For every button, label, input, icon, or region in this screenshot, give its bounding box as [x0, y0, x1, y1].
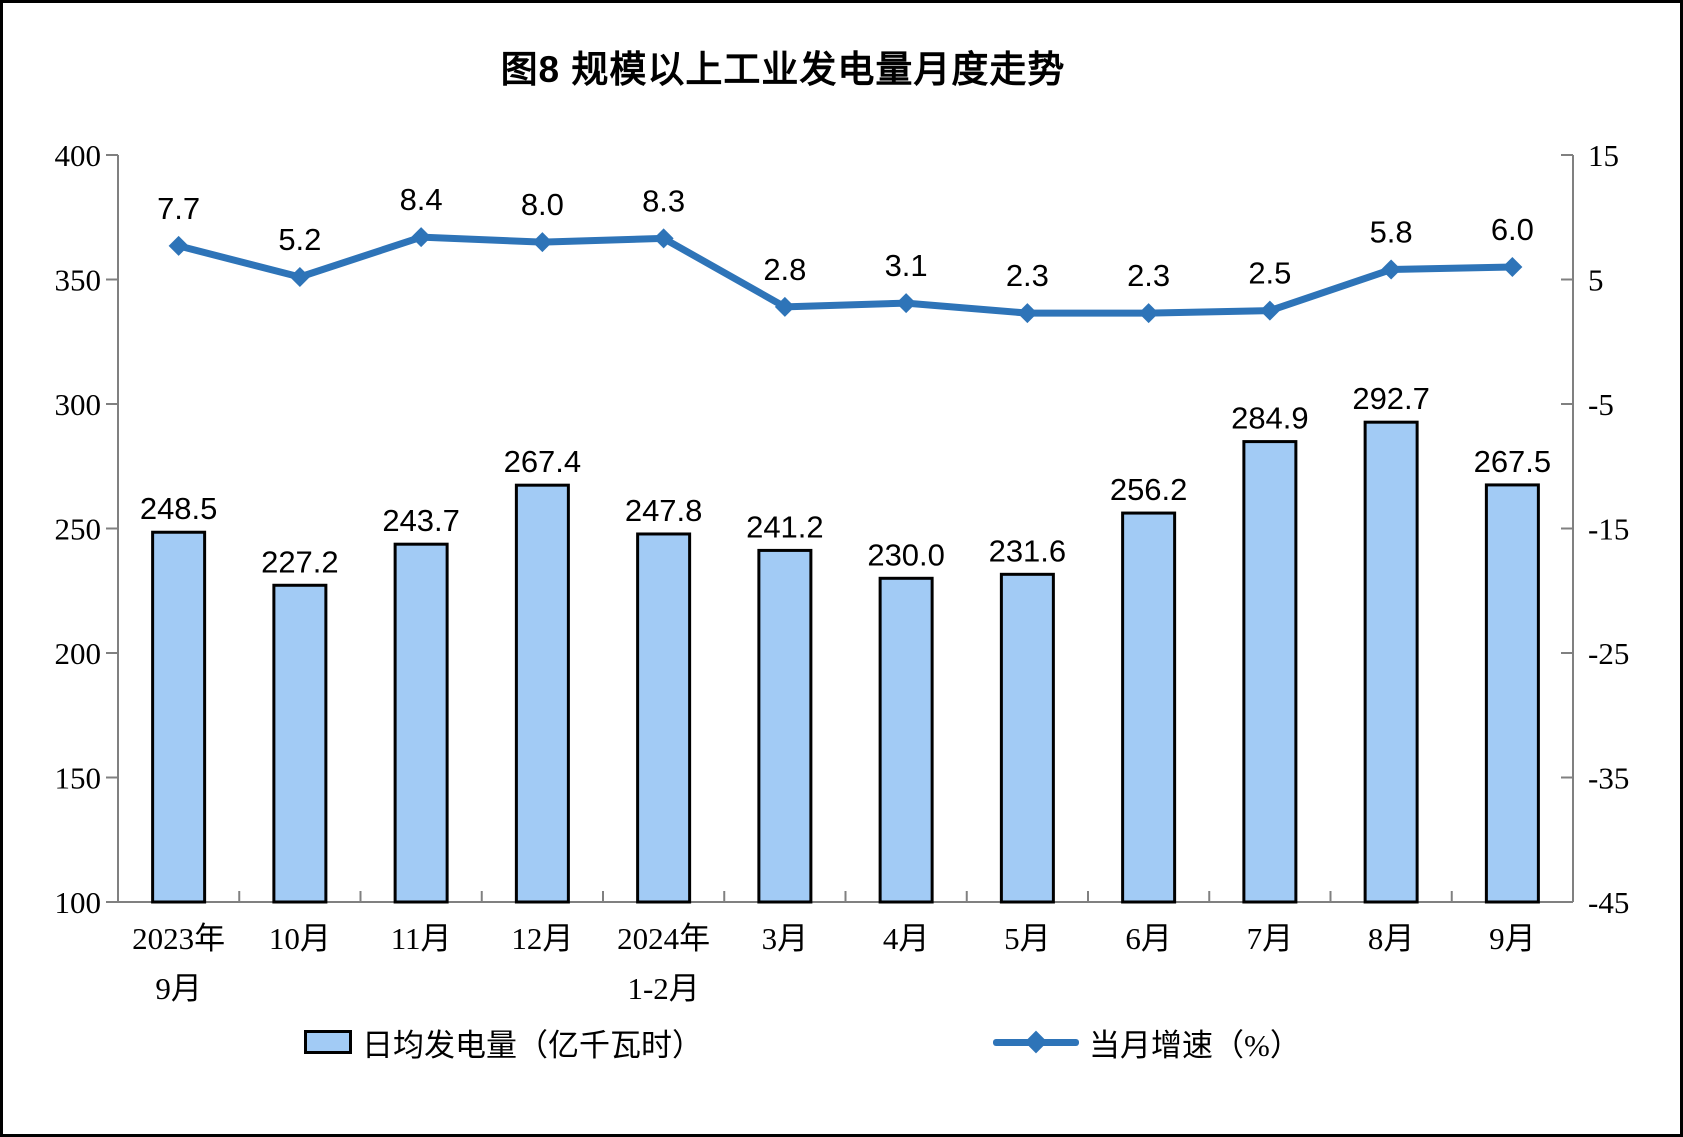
x-category-label: 11月: [391, 921, 452, 956]
bar-value-label: 230.0: [867, 537, 945, 572]
line-value-label: 2.3: [1127, 258, 1170, 293]
x-category-label: 1-2月: [627, 971, 699, 1006]
legend-label-line: 当月增速（%）: [1089, 1027, 1301, 1063]
line-marker-diamond-icon: [289, 267, 310, 288]
right-axis-tick-label: -45: [1588, 885, 1629, 920]
line-marker-diamond-icon: [532, 232, 553, 253]
line-marker-diamond-icon: [1259, 300, 1280, 321]
chart-legend: 日均发电量（亿千瓦时） 当月增速（%）: [3, 1015, 1680, 1069]
line-marker-diamond-icon: [774, 296, 795, 317]
legend-label-bar: 日均发电量（亿千瓦时）: [362, 1027, 703, 1063]
line-value-label: 2.5: [1248, 256, 1291, 291]
x-category-label: 8月: [1368, 921, 1415, 956]
x-category-label: 7月: [1247, 921, 1294, 956]
bar-value-label: 267.4: [504, 444, 582, 479]
line-marker-diamond-icon: [896, 293, 917, 314]
right-axis-tick-label: -15: [1588, 512, 1629, 547]
right-axis-tick-label: -35: [1588, 761, 1629, 796]
bar-value-label: 284.9: [1231, 401, 1309, 436]
line-marker-diamond-icon: [168, 235, 189, 256]
x-category-label: 10月: [269, 921, 331, 956]
bar: [636, 532, 692, 904]
bar-value-label: 256.2: [1110, 472, 1188, 507]
left-axis-tick-label: 350: [55, 263, 102, 298]
line-diamond-swatch-icon: [993, 1030, 1079, 1054]
line-marker-diamond-icon: [1138, 303, 1159, 324]
x-category-label: 9月: [155, 971, 202, 1006]
bar-value-label: 248.5: [140, 491, 218, 526]
line-value-label: 2.8: [763, 252, 806, 287]
bar: [272, 583, 328, 904]
bar-value-label: 231.6: [989, 533, 1067, 568]
left-axis-tick-label: 150: [55, 761, 102, 796]
left-axis-tick-label: 250: [55, 512, 102, 547]
line-marker-diamond-icon: [411, 227, 432, 248]
bar: [1242, 440, 1298, 904]
line-value-label: 7.7: [157, 191, 200, 226]
bar-value-label: 292.7: [1352, 381, 1430, 416]
left-axis-tick-label: 200: [55, 636, 102, 671]
chart-title: 图8 规模以上工业发电量月度走势: [500, 49, 1066, 90]
bar: [393, 542, 449, 904]
x-category-label: 4月: [883, 921, 930, 956]
x-category-label: 3月: [762, 921, 809, 956]
x-category-label: 9月: [1489, 921, 1536, 956]
line-marker-diamond-icon: [1017, 303, 1038, 324]
bar: [514, 483, 570, 904]
line-value-label: 5.8: [1370, 215, 1413, 250]
line-value-label: 5.2: [278, 222, 321, 257]
line-value-label: 3.1: [885, 248, 928, 283]
x-category-label: 2024年: [617, 921, 710, 956]
left-axis-tick-label: 300: [55, 387, 102, 422]
bar: [1121, 511, 1177, 904]
line-marker-diamond-icon: [653, 228, 674, 249]
bar: [151, 530, 207, 904]
legend-item-line-series: 当月增速（%）: [993, 1015, 1301, 1069]
right-axis-tick-label: -5: [1588, 387, 1614, 422]
x-category-label: 5月: [1004, 921, 1051, 956]
line-marker-diamond-icon: [1502, 257, 1523, 278]
x-category-label: 2023年: [132, 921, 225, 956]
bar-value-label: 247.8: [625, 493, 703, 528]
x-category-label: 6月: [1125, 921, 1172, 956]
bar: [1363, 420, 1419, 904]
line-marker-diamond-icon: [1381, 259, 1402, 280]
right-axis-tick-label: 5: [1588, 263, 1604, 298]
bar-swatch-icon: [304, 1030, 352, 1054]
right-axis-tick-label: -25: [1588, 636, 1629, 671]
bar: [878, 576, 934, 904]
bar-value-label: 243.7: [382, 503, 460, 538]
left-axis-tick-label: 100: [55, 885, 102, 920]
bar-value-label: 241.2: [746, 509, 824, 544]
bar: [999, 572, 1055, 904]
x-category-label: 12月: [511, 921, 573, 956]
left-axis-tick-label: 400: [55, 138, 102, 173]
legend-item-bar-series: 日均发电量（亿千瓦时）: [304, 1015, 703, 1069]
line-value-label: 8.0: [521, 187, 564, 222]
line-value-label: 8.4: [400, 182, 443, 217]
bar: [757, 548, 813, 904]
line-value-label: 2.3: [1006, 258, 1049, 293]
bar-value-label: 267.5: [1474, 444, 1552, 479]
trend-line: [175, 233, 1516, 317]
right-axis-tick-label: 15: [1588, 138, 1619, 173]
bar-value-label: 227.2: [261, 544, 339, 579]
line-value-label: 6.0: [1491, 212, 1534, 247]
line-value-label: 8.3: [642, 183, 685, 218]
chart-canvas: 400 350 300 250 200 150 100 15 5 -5 -15 -25 -35 -45 20…: [55, 138, 1630, 1006]
bar: [1484, 483, 1540, 904]
